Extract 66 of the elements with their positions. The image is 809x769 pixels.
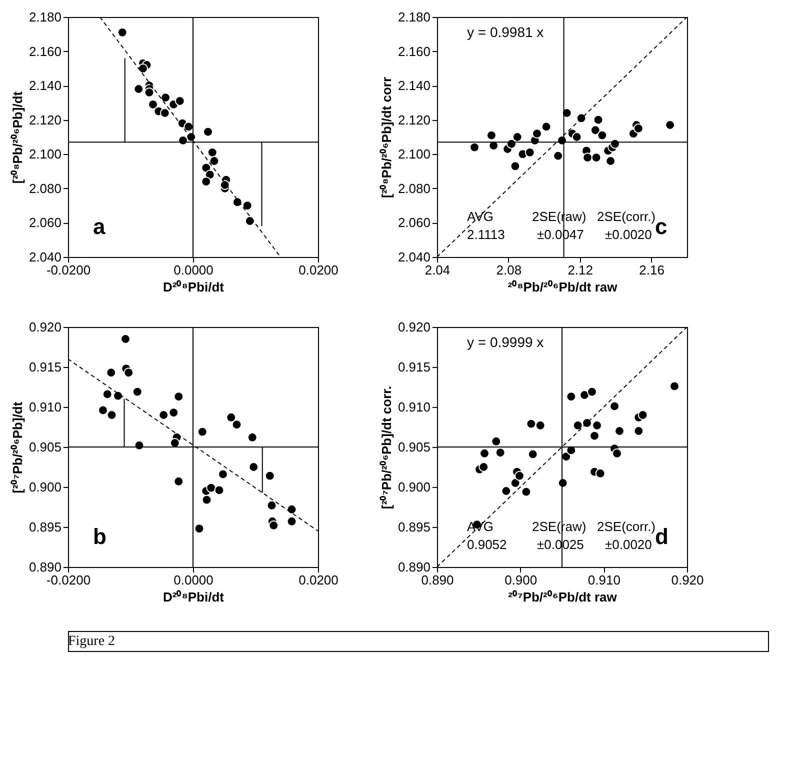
y-axis-title: [²⁰⁷Pb/²⁰⁶Pb]/dt corr. (378, 386, 394, 510)
y-tick-label: 0.895 (28, 520, 62, 534)
x-tick-label: 0.900 (504, 572, 538, 588)
x-axis-title: D²⁰⁸Pbi/dt (163, 590, 225, 604)
x-tick-label: 2.04 (424, 262, 450, 278)
y-tick-label: 0.920 (28, 320, 62, 334)
y-tick-label: 2.080 (28, 180, 62, 196)
x-tick-label: 0.0200 (298, 262, 338, 278)
y-tick-label: 0.915 (28, 360, 62, 374)
x-tick-label: 0.0000 (174, 262, 214, 278)
annotation: 2SE(corr.) (597, 519, 656, 534)
annotation: d (655, 524, 668, 549)
y-tick-label: 2.140 (398, 78, 430, 94)
x-axis-title: ²⁰⁸Pb/²⁰⁶Pb/dt raw (508, 280, 618, 294)
annotation: ±0.0020 (605, 227, 652, 242)
y-tick-label: 0.895 (398, 520, 430, 534)
y-tick-label: 2.100 (398, 146, 430, 162)
y-tick-label: 2.180 (398, 10, 430, 24)
x-tick-label: 0.890 (421, 572, 454, 588)
y-tick-label: 2.120 (28, 112, 62, 128)
annotation: 2SE(corr.) (597, 209, 656, 224)
x-tick-label: -0.0200 (46, 262, 91, 278)
annotation: AVG (467, 209, 494, 224)
y-tick-label: 2.160 (28, 44, 62, 59)
annotation: 0.9052 (467, 537, 507, 552)
annotation: a (93, 214, 106, 239)
y-tick-label: 0.905 (398, 440, 430, 454)
annotation: y = 0.9981 x (467, 24, 544, 40)
y-tick-label: 2.140 (28, 78, 62, 94)
y-axis-title: [²⁰⁸Pb/²⁰⁶Pb]/dt (10, 90, 25, 184)
x-tick-label: 2.08 (496, 262, 522, 278)
y-tick-label: 2.080 (398, 180, 430, 196)
y-tick-label: 0.910 (398, 400, 430, 414)
x-tick-label: 0.920 (671, 572, 704, 588)
y-tick-label: 2.160 (398, 44, 430, 59)
x-tick-label: 0.0000 (174, 572, 214, 588)
x-tick-label: 2.12 (568, 262, 594, 278)
y-tick-label: 2.120 (398, 112, 430, 128)
y-tick-label: 2.180 (28, 10, 62, 24)
x-axis-title: D²⁰⁸Pbi/dt (163, 280, 225, 294)
y-axis-title: [²⁰⁷Pb/²⁰⁶Pb]/dt (10, 401, 25, 494)
annotation: c (655, 214, 668, 239)
y-tick-label: 2.040 (28, 250, 62, 264)
x-tick-label: -0.0200 (46, 572, 91, 588)
y-tick-label: 0.920 (398, 320, 430, 334)
y-tick-label: 0.900 (398, 480, 430, 494)
annotation: b (93, 524, 106, 549)
annotation: ±0.0020 (605, 537, 652, 552)
annotation: 2.1113 (467, 227, 505, 242)
x-tick-label: 2.16 (639, 262, 664, 278)
y-tick-label: 0.910 (28, 400, 62, 414)
x-axis-title: ²⁰⁷Pb/²⁰⁶Pb/dt raw (508, 590, 618, 604)
y-tick-label: 2.100 (28, 146, 62, 162)
x-tick-label: 0.910 (588, 572, 620, 588)
y-tick-label: 0.900 (28, 480, 62, 494)
x-tick-label: 0.0200 (298, 572, 338, 588)
y-tick-label: 0.915 (398, 360, 430, 374)
y-tick-label: 0.890 (398, 560, 430, 574)
y-tick-label: 0.905 (28, 440, 62, 454)
y-tick-label: 2.060 (398, 215, 430, 230)
y-tick-label: 2.040 (398, 250, 430, 264)
y-axis-title: [²⁰⁸Pb/²⁰⁶Pb]/dt corr (378, 76, 394, 198)
y-tick-label: 2.060 (28, 215, 62, 230)
annotation: y = 0.9999 x (467, 334, 544, 350)
y-tick-label: 0.890 (28, 560, 62, 574)
caption: Figure 2 (68, 634, 116, 649)
